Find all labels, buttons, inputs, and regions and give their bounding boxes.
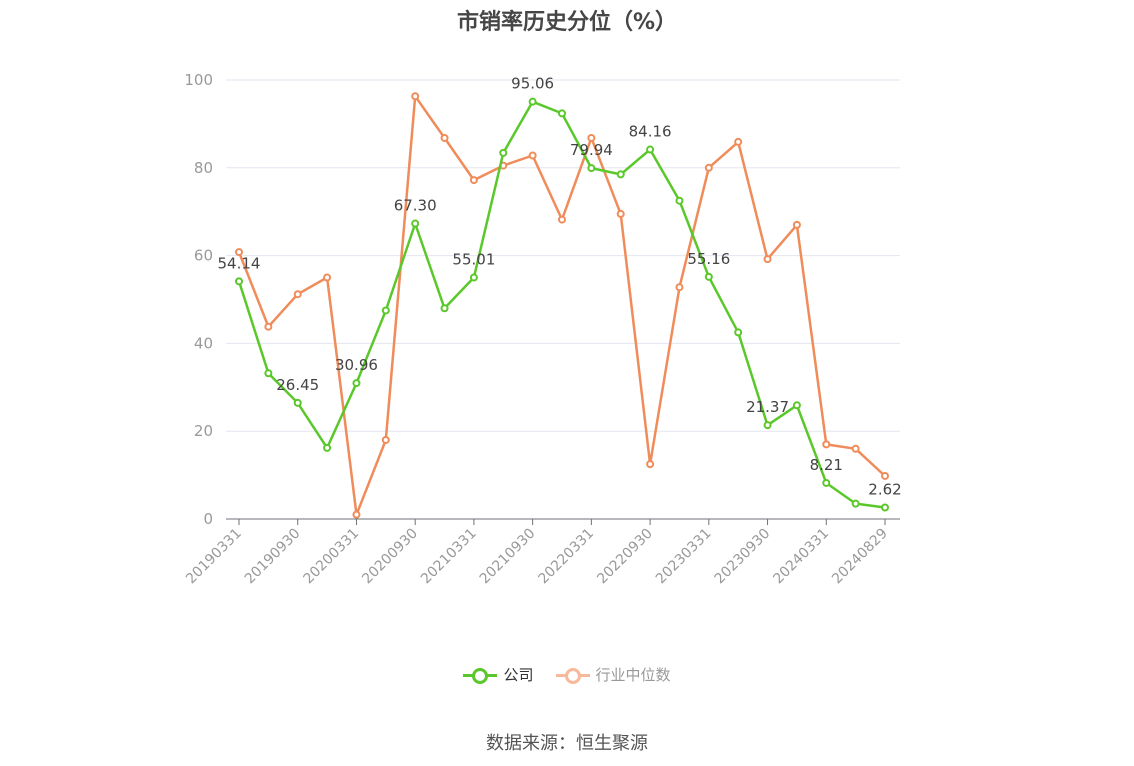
x-tick-label: 20190930	[242, 526, 304, 588]
data-point	[763, 421, 772, 430]
data-label: 84.16	[629, 123, 672, 141]
x-tick-label: 20220930	[594, 526, 656, 588]
data-point	[734, 328, 743, 337]
data-point	[616, 209, 625, 218]
x-tick-label: 20230331	[653, 526, 715, 588]
data-label: 8.21	[810, 456, 843, 474]
data-point	[235, 248, 243, 257]
data-point	[558, 215, 566, 224]
legend-swatch-industry-median	[555, 667, 590, 684]
series-line-company	[237, 100, 886, 509]
x-tick-label: 20230930	[712, 526, 774, 588]
legend-item-industry-median[interactable]: 行业中位数	[555, 664, 671, 685]
x-tick-label: 20190331	[183, 526, 245, 588]
data-point	[616, 170, 625, 179]
data-point	[792, 220, 801, 229]
data-label: 26.45	[276, 376, 319, 394]
data-point	[293, 398, 302, 407]
data-point	[587, 133, 596, 142]
x-tick-label: 20240829	[829, 526, 891, 588]
data-point	[734, 137, 743, 146]
data-point	[352, 510, 361, 519]
x-tick-label: 20200331	[301, 526, 363, 588]
data-point	[881, 503, 889, 512]
data-point	[675, 283, 684, 292]
data-point	[881, 471, 889, 480]
chart-title: 市销率历史分位（%）	[456, 10, 678, 35]
data-point	[381, 435, 390, 444]
data-point	[792, 401, 801, 410]
series-line-industry-median	[237, 94, 886, 516]
x-tick-label: 20220331	[535, 526, 597, 588]
data-point	[822, 478, 831, 487]
data-point	[469, 176, 478, 185]
legend-label-company: 公司	[503, 666, 534, 684]
data-point	[440, 304, 449, 313]
data-point	[293, 290, 302, 299]
data-label: 55.01	[452, 251, 495, 269]
y-tick-label: 0	[203, 510, 213, 528]
data-point	[528, 151, 537, 160]
data-label: 55.16	[687, 250, 730, 268]
data-point	[558, 109, 566, 118]
data-point	[323, 273, 332, 282]
data-label: 30.96	[335, 356, 378, 374]
legend-label-industry-median: 行业中位数	[595, 666, 671, 684]
data-point	[675, 196, 684, 205]
data-source-note: 数据来源：恒生聚源	[486, 733, 648, 754]
data-point	[469, 273, 478, 282]
data-point	[822, 440, 831, 449]
y-tick-label: 40	[194, 334, 213, 352]
x-tick-label: 20210331	[418, 526, 480, 588]
data-point	[851, 444, 860, 453]
data-point	[704, 163, 713, 172]
data-point	[235, 277, 243, 286]
data-point	[323, 443, 332, 452]
legend-item-company[interactable]: 公司	[463, 664, 534, 685]
data-point	[411, 219, 420, 228]
data-point	[264, 322, 273, 331]
data-point	[704, 272, 713, 281]
data-point	[440, 133, 449, 142]
y-tick-label: 60	[194, 247, 213, 265]
data-point	[646, 145, 655, 154]
x-tick-label: 20240331	[770, 526, 832, 588]
data-point	[528, 97, 537, 106]
data-label: 79.94	[570, 141, 613, 159]
x-tick-label: 20200930	[359, 526, 421, 588]
data-point	[499, 148, 508, 157]
y-tick-label: 80	[194, 159, 213, 177]
y-tick-label: 20	[194, 422, 213, 440]
data-label: 67.30	[394, 197, 437, 215]
data-label: 2.62	[868, 480, 901, 498]
data-point	[411, 92, 420, 101]
y-tick-label: 100	[184, 71, 213, 89]
data-point	[646, 460, 655, 469]
data-point	[587, 164, 596, 173]
data-label: 21.37	[746, 398, 789, 416]
data-label: 95.06	[511, 75, 554, 93]
data-label: 54.14	[218, 254, 261, 272]
chart-legend: 公司 行业中位数	[0, 664, 1134, 685]
data-point	[264, 369, 273, 378]
data-point	[352, 379, 361, 388]
data-point	[763, 255, 772, 264]
data-point	[851, 499, 860, 508]
x-tick-label: 20210930	[477, 526, 539, 588]
data-point	[381, 306, 390, 315]
legend-swatch-company	[463, 667, 498, 684]
